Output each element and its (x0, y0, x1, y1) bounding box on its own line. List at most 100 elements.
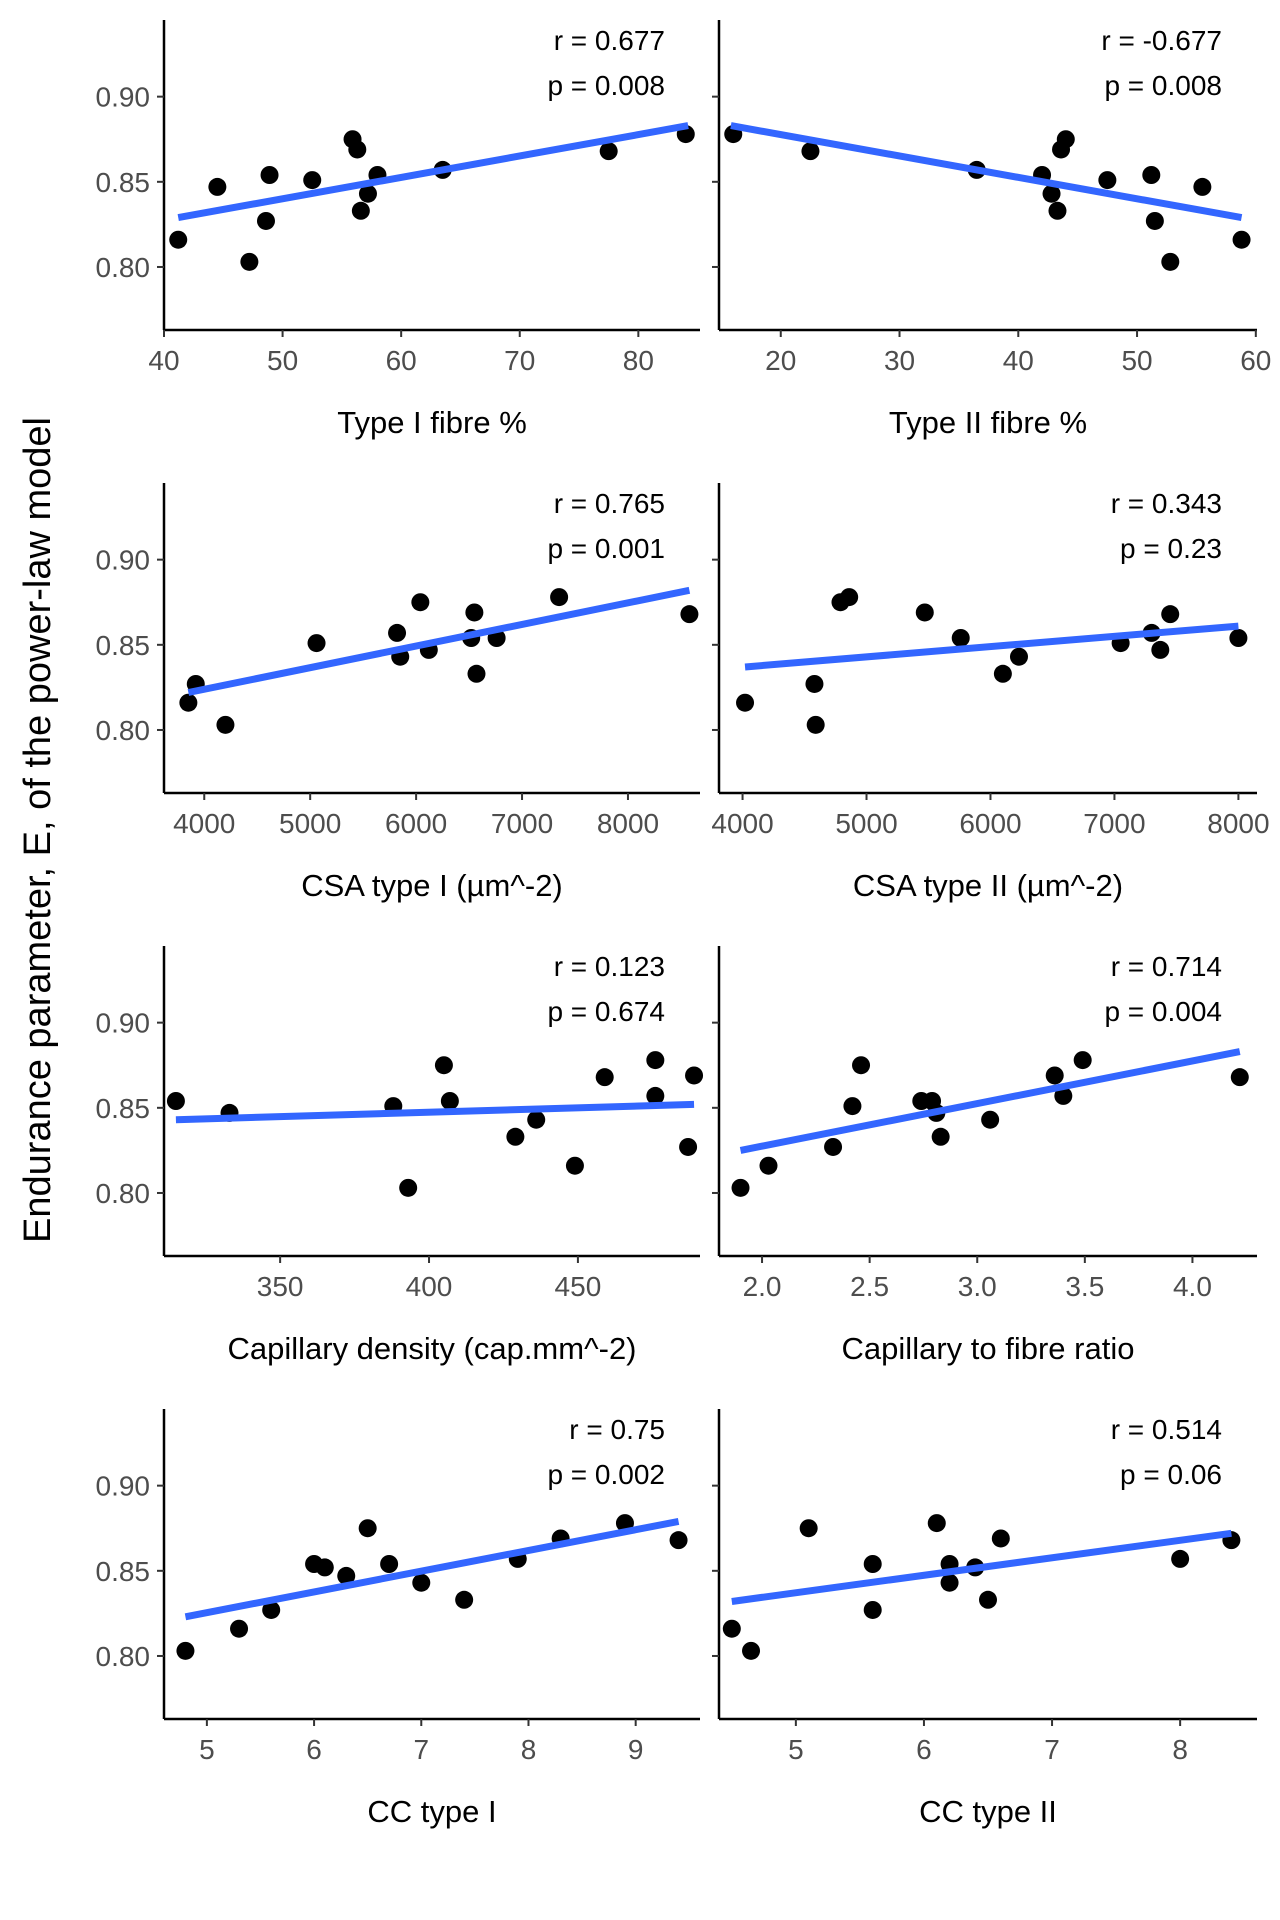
data-point (1161, 605, 1180, 624)
y-tick-label: 0.80 (96, 1641, 151, 1672)
data-point (1073, 1051, 1092, 1070)
x-tick-label: 5 (199, 1734, 215, 1765)
data-point (169, 230, 188, 249)
x-tick-label: 5 (788, 1734, 804, 1765)
r-annotation: r = -0.677 (1101, 25, 1222, 56)
data-point (1056, 130, 1075, 149)
data-point (981, 1110, 1000, 1129)
x-tick-label: 7 (1044, 1734, 1060, 1765)
trend-line (175, 1100, 695, 1124)
data-point (1161, 252, 1180, 271)
data-point (230, 1619, 249, 1638)
data-point (680, 605, 699, 624)
r-annotation: r = 0.123 (554, 951, 665, 982)
p-annotation: p = 0.002 (547, 1459, 665, 1490)
data-point (411, 593, 430, 612)
data-point (685, 1066, 704, 1085)
data-point (434, 1056, 453, 1075)
data-point (915, 603, 934, 622)
x-tick-label: 9 (628, 1734, 644, 1765)
x-axis-title: CSA type II (µm^-2) (853, 868, 1123, 903)
x-tick-label: 40 (148, 345, 179, 376)
x-tick-label: 350 (257, 1271, 304, 1302)
x-tick-label: 60 (1240, 345, 1271, 376)
panel-grid: 0.80 0.85 0.90 40 50 60 70 80 Type I fibre % r = … (96, 20, 1271, 1829)
x-axis-title: Type II fibre % (889, 405, 1087, 440)
x-tick-label: 2.5 (850, 1271, 889, 1302)
data-point (358, 1519, 377, 1538)
x-tick-label: 8 (1172, 1734, 1188, 1765)
data-point (527, 1110, 546, 1129)
x-tick-label: 6 (916, 1734, 932, 1765)
x-axis-title: CC type I (367, 1794, 496, 1829)
trend-line (744, 622, 1239, 671)
data-point (951, 629, 970, 647)
x-tick-label: 4.0 (1173, 1271, 1212, 1302)
trend-line (730, 122, 1243, 222)
data-point (179, 693, 198, 712)
data-point (806, 715, 825, 734)
x-tick-label: 20 (765, 345, 796, 376)
data-point (465, 603, 484, 622)
r-annotation: r = 0.677 (554, 25, 665, 56)
data-point (1048, 201, 1067, 220)
x-axis-title: Capillary to fibre ratio (842, 1331, 1135, 1366)
scatter-panel: 0.80 0.85 0.90 5 6 7 8 9 CC type I r = 0.75 p = 0.… (96, 1409, 700, 1829)
data-point (669, 1531, 688, 1550)
x-axis-title: Type I fibre % (337, 405, 527, 440)
trend-line (177, 122, 689, 222)
data-point (380, 1555, 399, 1573)
x-tick-label: 8000 (1207, 808, 1269, 839)
data-point (805, 674, 824, 693)
r-annotation: r = 0.765 (554, 488, 665, 519)
data-point (1045, 1066, 1064, 1085)
data-point (240, 252, 259, 271)
data-point (722, 1619, 741, 1638)
data-point (599, 142, 618, 161)
data-point (646, 1051, 665, 1070)
p-annotation: p = 0.06 (1120, 1459, 1222, 1490)
x-tick-label: 8000 (597, 808, 659, 839)
trend-line (187, 586, 691, 696)
x-tick-label: 30 (884, 345, 915, 376)
data-point (799, 1519, 818, 1538)
data-point (262, 1600, 281, 1619)
scatter-panel: 4000 5000 6000 7000 8000 CSA type II (µm^-2) r… (711, 483, 1270, 903)
data-point (440, 1092, 459, 1110)
r-annotation: r = 0.75 (569, 1414, 665, 1445)
data-point (315, 1558, 334, 1577)
x-tick-label: 4000 (173, 808, 235, 839)
data-point (801, 142, 820, 161)
data-point (979, 1590, 997, 1609)
data-point (388, 623, 407, 642)
x-tick-label: 6000 (385, 808, 447, 839)
x-tick-label: 4000 (711, 808, 773, 839)
shared-y-axis-label: Endurance parameter, E, of the power-law… (17, 417, 59, 1243)
data-point (1230, 1068, 1249, 1087)
r-annotation: r = 0.714 (1111, 951, 1222, 982)
data-point (1042, 184, 1061, 203)
data-point (303, 171, 322, 190)
data-point (1009, 647, 1028, 666)
data-point (358, 184, 377, 203)
scatter-panel: 5 6 7 8 CC type II r = 0.514 p = 0.06 (712, 1409, 1257, 1829)
data-point (843, 1097, 862, 1116)
data-point (863, 1555, 882, 1573)
data-point (1193, 177, 1212, 196)
x-tick-label: 3.0 (958, 1271, 997, 1302)
data-point (506, 1127, 525, 1146)
data-point (742, 1641, 761, 1660)
scatter-panel: 0.80 0.85 0.90 4000 5000 6000 7000 8000 CSA type… (96, 483, 700, 903)
x-axis-title: Capillary density (cap.mm^-2) (227, 1331, 636, 1366)
x-tick-label: 5000 (835, 808, 897, 839)
scatter-panel: 0.80 0.85 0.90 40 50 60 70 80 Type I fibre % r = … (96, 20, 700, 440)
data-point (467, 664, 486, 683)
data-point (1142, 166, 1161, 184)
x-axis-title: CSA type I (µm^-2) (301, 868, 563, 903)
data-point (455, 1590, 474, 1609)
data-point (679, 1137, 698, 1156)
x-tick-label: 60 (386, 345, 417, 376)
data-point (307, 634, 326, 653)
data-point (824, 1137, 843, 1156)
y-tick-label: 0.80 (96, 715, 151, 746)
